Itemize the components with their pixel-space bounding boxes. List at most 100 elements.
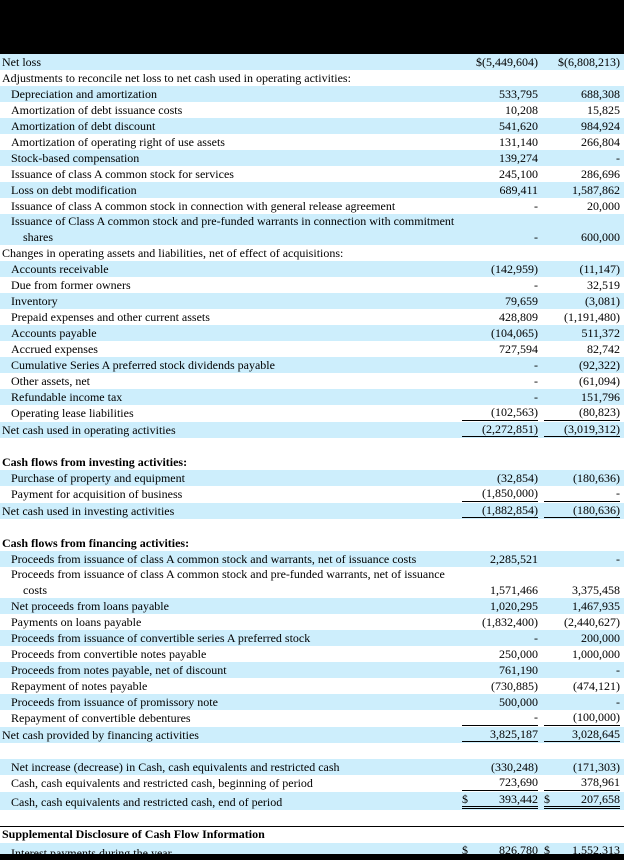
value-cell-1: 139,274 xyxy=(499,150,538,165)
row-label: Other assets, net xyxy=(11,373,90,388)
dollar-sign: $ xyxy=(462,842,468,857)
row-label: Net loss xyxy=(2,54,41,69)
row-label: Changes in operating assets and liabilit… xyxy=(2,245,344,260)
row-label: Issuance of class A common stock in conn… xyxy=(11,198,396,213)
value-cell-2: 151,796 xyxy=(581,389,620,404)
table-row: Other assets, net - (61,094) xyxy=(0,373,624,389)
spacer-row xyxy=(0,519,624,535)
value-cell-1: (32,854) xyxy=(497,470,538,485)
cashflow-table: Net loss $(5,449,604) $(6,808,213) Adjustme… xyxy=(0,54,624,860)
row-label: Adjustments to reconcile net loss to net… xyxy=(2,70,351,85)
row-label: Proceeds from issuance of class A common… xyxy=(11,551,417,566)
value-cell-1: 10,208 xyxy=(505,102,538,117)
value-cell-2: 266,804 xyxy=(581,134,620,149)
table-row: Issuance of class A common stock in conn… xyxy=(0,198,624,214)
row-label: Net cash used in investing activities xyxy=(2,503,175,518)
table-row: Payment for acquisition of business (1,85… xyxy=(0,486,624,503)
bottom-border-bar xyxy=(0,854,624,860)
value-cell-2: (171,303) xyxy=(573,759,620,774)
row-label: Stock-based compensation xyxy=(11,150,140,165)
table-row: Cash, cash equivalents and restricted ca… xyxy=(0,775,624,792)
table-row: Net proceeds from loans payable 1,020,295… xyxy=(0,598,624,614)
value-cell-2: 200,000 xyxy=(581,630,620,645)
value-cell-2: $(6,808,213) xyxy=(558,54,620,69)
row-label: Issuance of class A common stock for ser… xyxy=(11,166,234,181)
value-cell-2: - xyxy=(616,694,620,709)
section-header-label: Cash flows from financing activities: xyxy=(2,535,190,550)
table-row: Repayment of notes payable (730,885) (474,… xyxy=(0,678,624,694)
row-label: Loss on debt modification xyxy=(11,182,137,197)
value-cell-1: 428,809 xyxy=(499,309,538,324)
value-cell-1: $393,442 xyxy=(462,792,538,809)
table-row: Changes in operating assets and liabilit… xyxy=(0,245,624,261)
table-row: Proceeds from issuance of convertible se… xyxy=(0,630,624,646)
table-row: Proceeds from convertible notes payable 2… xyxy=(0,646,624,662)
value-cell-2: 984,924 xyxy=(581,118,620,133)
spacer-row xyxy=(0,810,624,826)
value-cell-1: (1,882,854) xyxy=(462,503,538,518)
row-label: Net cash provided by financing activitie… xyxy=(2,727,199,742)
row-label: Net increase (decrease) in Cash, cash eq… xyxy=(11,759,340,774)
row-label: Cash, cash equivalents and restricted ca… xyxy=(11,776,313,790)
table-row: Inventory 79,659 (3,081) xyxy=(0,293,624,309)
table-row: Accounts receivable (142,959) (11,147) xyxy=(0,261,624,277)
row-label: Accrued expenses xyxy=(11,341,98,356)
row-label: Inventory xyxy=(11,293,58,308)
row-label: Depreciation and amortization xyxy=(11,86,157,101)
value-cell-1: - xyxy=(534,229,538,244)
value-cell-2: - xyxy=(616,551,620,566)
section-header-label: Cash flows from investing activities: xyxy=(2,454,188,469)
table-row: Net cash used in investing activities (1,… xyxy=(0,502,624,519)
table-row: Payments on loans payable (1,832,400) (2,4… xyxy=(0,614,624,630)
section-header-label: Supplemental Disclosure of Cash Flow Inf… xyxy=(2,827,265,841)
value-cell-2: 82,742 xyxy=(587,341,620,356)
value-cell-1: (1,832,400) xyxy=(482,614,538,629)
row-label: Due from former owners xyxy=(11,277,131,292)
value-cell-2: 3,028,645 xyxy=(544,727,620,742)
value-cell-1: 3,825,187 xyxy=(462,727,538,742)
table-row: Purchase of property and equipment (32,85… xyxy=(0,470,624,486)
value-cell-2: (1,191,480) xyxy=(564,309,620,324)
row-label: Accounts receivable xyxy=(11,261,109,276)
table-row: Supplemental Disclosure of Cash Flow Inf… xyxy=(0,826,624,843)
row-label: Proceeds from issuance of promissory not… xyxy=(11,694,218,709)
value-cell-1: 500,000 xyxy=(499,694,538,709)
row-label: Net proceeds from loans payable xyxy=(11,598,169,613)
value-cell-2: 20,000 xyxy=(587,198,620,213)
table-row: Cumulative Series A preferred stock divi… xyxy=(0,357,624,373)
value-cell-2: 511,372 xyxy=(581,325,620,340)
value-cell-2: (61,094) xyxy=(579,373,620,388)
table-row: Proceeds from issuance of class A common… xyxy=(0,567,624,598)
amount-text: 207,658 xyxy=(581,791,620,806)
table-row: Amortization of debt issuance costs 10,20… xyxy=(0,102,624,118)
row-label: Repayment of convertible debentures xyxy=(11,711,191,725)
table-row: Net cash provided by financing activitie… xyxy=(0,726,624,743)
value-cell-1: 2,285,521 xyxy=(490,551,538,566)
value-cell-2: (100,000) xyxy=(544,710,620,726)
value-cell-2: (3,019,312) xyxy=(544,422,620,437)
value-cell-2: - xyxy=(544,486,620,502)
table-row: Net loss $(5,449,604) $(6,808,213) xyxy=(0,54,624,70)
table-row: Cash flows from financing activities: xyxy=(0,535,624,551)
value-cell-1: 250,000 xyxy=(499,646,538,661)
value-cell-1: $(5,449,604) xyxy=(476,54,538,69)
table-row: Repayment of convertible debentures - (100… xyxy=(0,710,624,727)
value-cell-2: (11,147) xyxy=(579,261,620,276)
value-cell-2: 286,696 xyxy=(581,166,620,181)
table-row: Adjustments to reconcile net loss to net… xyxy=(0,70,624,86)
table-row: Amortization of debt discount 541,620 984,… xyxy=(0,118,624,134)
table-row: Stock-based compensation 139,274 - xyxy=(0,150,624,166)
value-cell-2: 1,467,935 xyxy=(572,598,620,613)
value-cell-1: 1,020,295 xyxy=(490,598,538,613)
value-cell-1: 79,659 xyxy=(505,293,538,308)
row-label: Purchase of property and equipment xyxy=(11,470,185,485)
value-cell-2: (3,081) xyxy=(585,293,620,308)
value-cell-1: - xyxy=(534,198,538,213)
table-row: Proceeds from notes payable, net of disc… xyxy=(0,662,624,678)
value-cell-1: 245,100 xyxy=(499,166,538,181)
value-cell-1: 689,411 xyxy=(499,182,538,197)
row-label: Net cash used in operating activities xyxy=(2,422,176,437)
value-cell-1: - xyxy=(534,630,538,645)
table-row: Accounts payable (104,065) 511,372 xyxy=(0,325,624,341)
row-label: Issuance of Class A common stock and pre… xyxy=(11,214,455,244)
